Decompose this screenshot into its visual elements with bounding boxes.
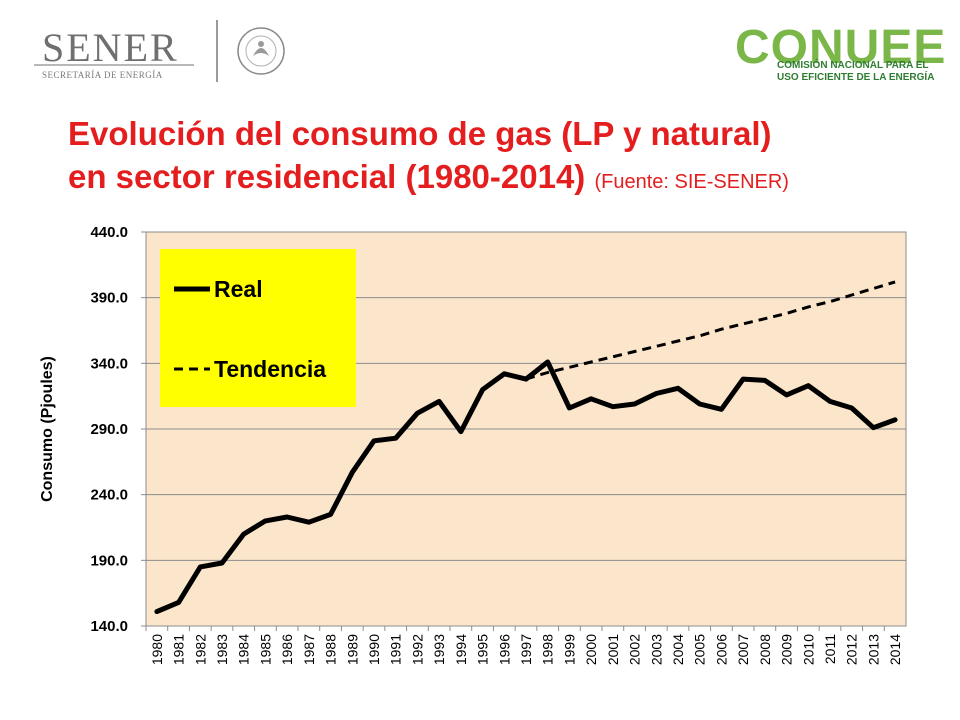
- x-tick-label: 1983: [214, 634, 230, 665]
- x-tick-label: 1992: [409, 634, 425, 665]
- y-tick-label: 290.0: [90, 421, 128, 438]
- sener-logo-subtitle: SECRETARÍA DE ENERGÍA: [42, 70, 163, 80]
- x-tick-label: 2014: [887, 634, 903, 665]
- legend-label-real: Real: [214, 276, 263, 302]
- conuee-logo-subtitle: COMISIÓN NACIONAL PARA EL USO EFICIENTE …: [777, 60, 934, 84]
- chart-title: Evolución del consumo de gas (LP y natur…: [68, 112, 789, 204]
- x-tick-label: 1997: [518, 634, 534, 665]
- chart-title-line1: Evolución del consumo de gas (LP y natur…: [68, 115, 772, 152]
- y-tick-label: 190.0: [90, 552, 128, 569]
- conuee-logo: CONUEE COMISIÓN NACIONAL PARA EL USO EFI…: [735, 20, 945, 90]
- x-tick-label: 2013: [865, 634, 881, 665]
- x-tick-label: 1987: [301, 634, 317, 665]
- x-tick-label: 2003: [648, 634, 664, 665]
- x-tick-label: 2008: [757, 634, 773, 665]
- series-line-tendencia: [525, 280, 896, 381]
- x-tick-label: 2002: [627, 634, 643, 665]
- legend-label-tendencia: Tendencia: [214, 356, 326, 382]
- y-tick-label: 240.0: [90, 487, 128, 504]
- sener-logo-text: SENER: [42, 25, 179, 70]
- x-tick-label: 1990: [366, 634, 382, 665]
- x-tick-label: 1980: [149, 634, 165, 665]
- y-tick-label: 140.0: [90, 618, 128, 635]
- y-tick-label: 390.0: [90, 290, 128, 307]
- x-tick-label: 2011: [822, 634, 838, 664]
- y-tick-label: 340.0: [90, 355, 128, 372]
- logo-divider: [216, 20, 218, 82]
- x-tick-label: 2007: [735, 634, 751, 665]
- x-tick-label: 1991: [388, 634, 404, 665]
- y-tick-label: 440.0: [90, 224, 128, 241]
- conuee-logo-text: CONUEE: [735, 21, 947, 74]
- chart-title-line2: en sector residencial (1980-2014) (Fuent…: [68, 155, 789, 204]
- x-tick-label: 1993: [431, 634, 447, 665]
- conuee-subtitle-line2: USO EFICIENTE DE LA ENERGÍA: [777, 72, 935, 83]
- x-tick-label: 2001: [605, 634, 621, 665]
- x-tick-label: 2006: [713, 634, 729, 665]
- x-tick-label: 2004: [670, 634, 686, 665]
- conuee-subtitle-line1: COMISIÓN NACIONAL PARA EL: [777, 60, 929, 71]
- chart-title-line2-text: en sector residencial (1980-2014): [68, 158, 586, 195]
- x-tick-label: 1982: [192, 634, 208, 665]
- x-tick-label: 2000: [583, 634, 599, 665]
- x-tick-label: 1986: [279, 634, 295, 665]
- legend-box: [160, 249, 356, 407]
- x-tick-label: 1998: [540, 634, 556, 665]
- x-tick-label: 1981: [171, 634, 187, 665]
- chart-source: (Fuente: SIE-SENER): [594, 171, 789, 193]
- x-tick-label: 2012: [844, 634, 860, 665]
- x-tick-label: 1985: [257, 634, 273, 665]
- x-tick-label: 1999: [561, 634, 577, 665]
- x-tick-label: 1994: [453, 634, 469, 665]
- x-tick-label: 1995: [475, 634, 491, 665]
- x-tick-label: 2010: [800, 634, 816, 665]
- x-tick-label: 2009: [779, 634, 795, 665]
- y-axis-label: Consumo (Pjoules): [39, 356, 56, 502]
- x-tick-label: 1989: [344, 634, 360, 665]
- x-tick-label: 1996: [496, 634, 512, 665]
- sener-logo: SENER SECRETARÍA DE ENERGÍA: [30, 18, 285, 88]
- x-tick-label: 1988: [323, 634, 339, 665]
- x-tick-label: 2005: [692, 634, 708, 665]
- mexico-seal-icon: [237, 27, 285, 75]
- x-tick-label: 1984: [236, 634, 252, 665]
- sener-logo-rule: [34, 64, 194, 66]
